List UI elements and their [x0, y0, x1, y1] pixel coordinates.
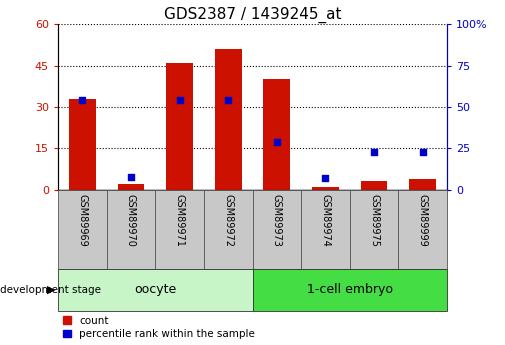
Bar — [361, 181, 387, 190]
Bar — [350, 190, 398, 269]
Bar — [252, 269, 447, 310]
Text: GSM89970: GSM89970 — [126, 194, 136, 247]
Bar — [409, 179, 436, 190]
Text: oocyte: oocyte — [134, 283, 176, 296]
Text: GSM89969: GSM89969 — [77, 194, 87, 246]
Bar — [204, 190, 252, 269]
Bar — [312, 187, 339, 190]
Point — [370, 149, 378, 155]
Bar — [264, 79, 290, 190]
Text: GSM89999: GSM89999 — [418, 194, 428, 246]
Point — [321, 175, 329, 181]
Text: GSM89972: GSM89972 — [223, 194, 233, 247]
Point — [224, 98, 232, 103]
Bar — [215, 49, 241, 190]
Title: GDS2387 / 1439245_at: GDS2387 / 1439245_at — [164, 7, 341, 23]
Bar — [118, 184, 144, 190]
Text: 1-cell embryo: 1-cell embryo — [307, 283, 393, 296]
Bar — [69, 99, 96, 190]
Point — [78, 98, 86, 103]
Point — [176, 98, 184, 103]
Bar — [166, 63, 193, 190]
Bar — [398, 190, 447, 269]
Bar — [58, 190, 107, 269]
Text: GSM89975: GSM89975 — [369, 194, 379, 247]
Point — [419, 149, 427, 155]
Text: GSM89974: GSM89974 — [320, 194, 330, 247]
Text: GSM89973: GSM89973 — [272, 194, 282, 247]
Legend: count, percentile rank within the sample: count, percentile rank within the sample — [63, 316, 255, 339]
Text: ▶: ▶ — [47, 285, 56, 295]
Text: development stage: development stage — [0, 285, 101, 295]
Bar — [58, 269, 252, 310]
Point — [273, 139, 281, 145]
Point — [127, 174, 135, 179]
Text: GSM89971: GSM89971 — [175, 194, 185, 247]
Bar — [107, 190, 156, 269]
Bar — [252, 190, 301, 269]
Bar — [156, 190, 204, 269]
Bar — [301, 190, 350, 269]
